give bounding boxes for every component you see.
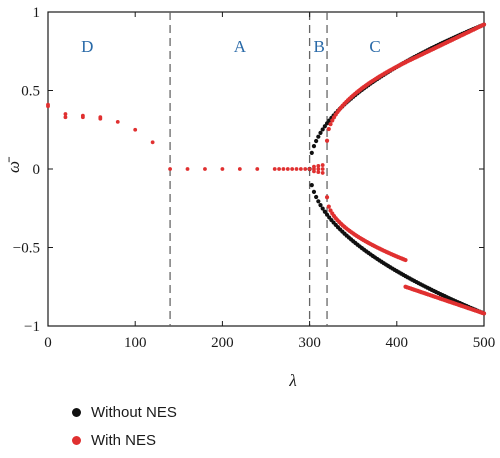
legend: Without NES With NES xyxy=(72,398,177,454)
data-point-with-nes xyxy=(320,167,325,171)
axis-ticks: 0 100 200 300 400 500 1 0.5 0 −0.5 −1 xyxy=(13,5,495,351)
data-point-with-nes xyxy=(150,140,155,145)
region-label-b: B xyxy=(314,37,325,56)
plot-area xyxy=(47,11,485,327)
data-point-with-nes xyxy=(316,163,321,168)
y-tick-label: 0 xyxy=(33,162,41,178)
data-point-with-nes xyxy=(324,195,330,200)
data-point-with-nes xyxy=(298,167,303,171)
data-point-with-nes xyxy=(326,126,331,132)
data-point-without-nes xyxy=(316,134,321,139)
data-point-with-nes xyxy=(320,171,325,175)
legend-marker-with-nes xyxy=(72,435,81,445)
data-point-without-nes xyxy=(322,209,327,214)
data-point-without-nes xyxy=(311,189,317,194)
data-point-without-nes xyxy=(314,138,319,144)
data-point-with-nes xyxy=(312,164,316,169)
data-point-without-nes xyxy=(316,199,321,204)
data-point-with-nes xyxy=(481,22,487,27)
data-point-with-nes xyxy=(326,204,331,209)
region-label-d: D xyxy=(81,37,93,56)
data-point-with-nes xyxy=(220,167,225,171)
data-point-with-nes xyxy=(46,104,50,109)
x-tick-label: 500 xyxy=(473,335,496,351)
data-point-without-nes xyxy=(309,183,314,188)
data-point-with-nes xyxy=(115,120,120,124)
data-point-with-nes xyxy=(272,167,277,171)
y-tick-label: 0.5 xyxy=(21,84,40,100)
data-point-without-nes xyxy=(318,203,323,208)
data-point-with-nes xyxy=(133,127,138,132)
x-tick-label: 100 xyxy=(124,335,147,351)
x-tick-label: 0 xyxy=(44,335,52,351)
data-point-with-nes xyxy=(285,167,290,171)
data-point-with-nes xyxy=(403,257,408,263)
data-point-with-nes xyxy=(185,167,190,171)
data-point-without-nes xyxy=(314,194,319,200)
legend-marker-without-nes xyxy=(72,407,81,417)
data-point-with-nes xyxy=(290,167,295,171)
x-axis-title: λ xyxy=(288,371,296,390)
data-point-without-nes xyxy=(320,206,325,211)
x-tick-label: 400 xyxy=(386,335,409,351)
y-tick-label: −1 xyxy=(24,319,40,335)
region-label-a: A xyxy=(234,37,247,56)
y-tick-label: 1 xyxy=(33,5,41,21)
data-point-with-nes xyxy=(320,163,325,167)
data-point-with-nes xyxy=(63,115,68,120)
data-point-with-nes xyxy=(277,167,281,171)
data-point-without-nes xyxy=(320,127,325,132)
data-point-with-nes xyxy=(312,169,316,174)
data-point-with-nes xyxy=(307,167,312,171)
data-point-with-nes xyxy=(80,115,85,120)
data-point-with-nes xyxy=(303,167,308,171)
x-tick-label: 300 xyxy=(298,335,321,351)
x-tick-label: 200 xyxy=(211,335,234,351)
data-point-with-nes xyxy=(316,170,321,175)
data-point-with-nes xyxy=(294,167,299,171)
legend-item-with-nes: With NES xyxy=(72,426,177,454)
data-point-with-nes xyxy=(237,167,242,171)
data-point-with-nes xyxy=(330,118,335,123)
data-point-with-nes xyxy=(168,167,172,171)
legend-label-without-nes: Without NES xyxy=(91,403,177,421)
plot-frame xyxy=(47,11,485,327)
data-point-with-nes xyxy=(316,167,321,171)
data-point-with-nes xyxy=(481,311,487,316)
data-point-with-nes xyxy=(255,167,260,171)
data-point-with-nes xyxy=(281,167,286,171)
y-axis-title: ω̄ xyxy=(4,156,23,173)
region-label-c: C xyxy=(369,37,380,56)
data-point-without-nes xyxy=(309,150,314,155)
legend-item-without-nes: Without NES xyxy=(72,398,177,426)
data-point-with-nes xyxy=(324,138,330,143)
series-with-nes xyxy=(46,22,487,316)
data-point-with-nes xyxy=(98,116,103,121)
legend-label-with-nes: With NES xyxy=(91,431,157,449)
data-point-with-nes xyxy=(203,167,207,171)
data-point-without-nes xyxy=(318,130,323,135)
chart: 0 100 200 300 400 500 1 0.5 0 −0.5 −1 D A B C λ ω̄ xyxy=(4,5,495,390)
data-point-with-nes xyxy=(63,112,68,116)
y-tick-label: −0.5 xyxy=(13,241,40,257)
data-point-without-nes xyxy=(322,124,327,129)
data-point-without-nes xyxy=(311,144,317,149)
data-point-with-nes xyxy=(328,122,333,127)
